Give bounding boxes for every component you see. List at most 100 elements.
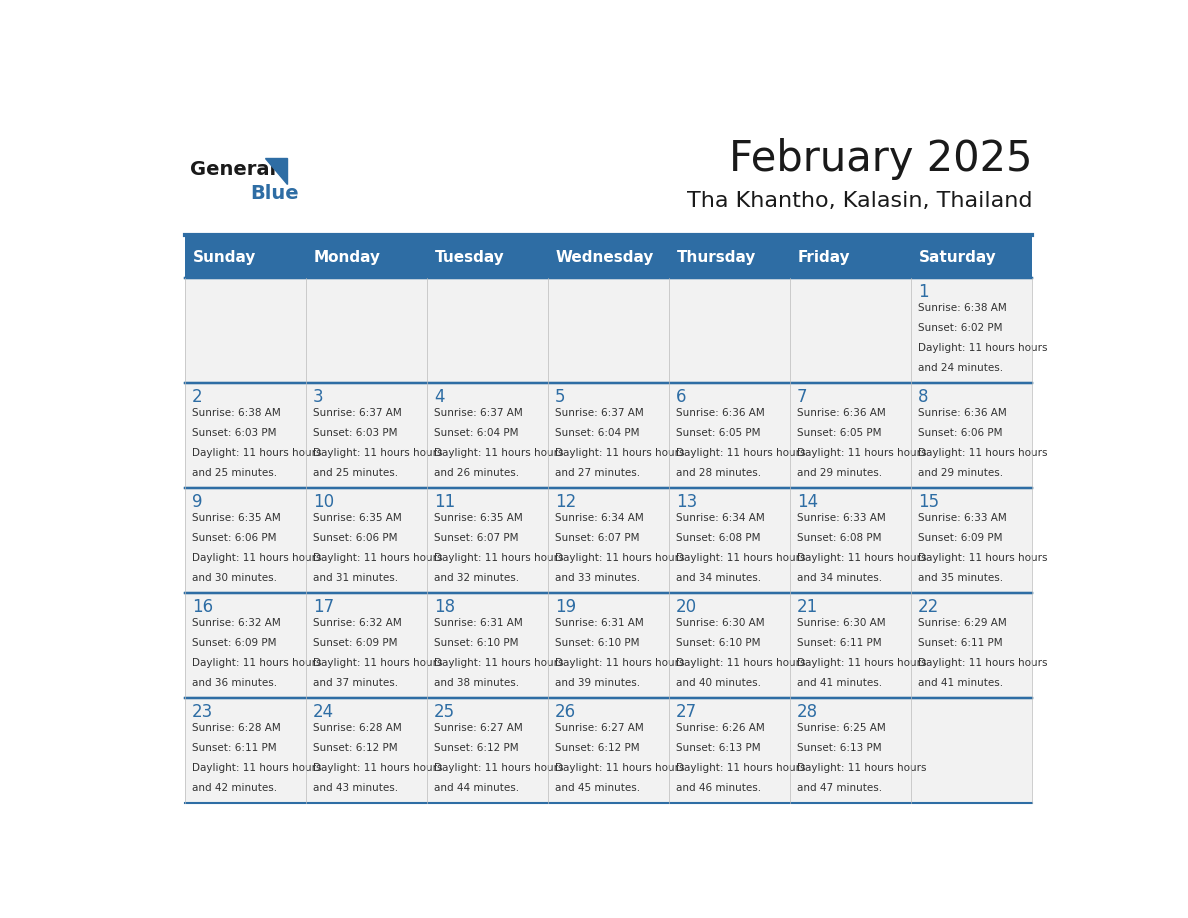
Text: and 46 minutes.: and 46 minutes. bbox=[676, 783, 762, 792]
Text: 4: 4 bbox=[434, 388, 444, 407]
Text: Sunset: 6:02 PM: Sunset: 6:02 PM bbox=[918, 323, 1003, 333]
Text: Monday: Monday bbox=[314, 251, 380, 265]
Text: and 41 minutes.: and 41 minutes. bbox=[797, 677, 881, 688]
Text: and 31 minutes.: and 31 minutes. bbox=[312, 573, 398, 583]
Text: Sunset: 6:13 PM: Sunset: 6:13 PM bbox=[797, 743, 881, 753]
Text: and 30 minutes.: and 30 minutes. bbox=[191, 573, 277, 583]
Bar bbox=[911, 278, 1032, 384]
Text: Sunset: 6:05 PM: Sunset: 6:05 PM bbox=[676, 428, 760, 438]
Text: Sunset: 6:08 PM: Sunset: 6:08 PM bbox=[797, 533, 881, 543]
Bar bbox=[911, 488, 1032, 593]
Text: Tha Khantho, Kalasin, Thailand: Tha Khantho, Kalasin, Thailand bbox=[687, 192, 1032, 211]
Text: Sunrise: 6:27 AM: Sunrise: 6:27 AM bbox=[434, 722, 523, 733]
Bar bbox=[549, 278, 669, 384]
Text: and 40 minutes.: and 40 minutes. bbox=[676, 677, 760, 688]
Bar bbox=[185, 488, 307, 593]
Text: 1: 1 bbox=[918, 284, 929, 301]
Text: Sunrise: 6:28 AM: Sunrise: 6:28 AM bbox=[312, 722, 402, 733]
Text: and 29 minutes.: and 29 minutes. bbox=[797, 468, 881, 478]
Text: Friday: Friday bbox=[797, 251, 851, 265]
Text: 14: 14 bbox=[797, 493, 817, 511]
Text: Sunrise: 6:26 AM: Sunrise: 6:26 AM bbox=[676, 722, 765, 733]
Text: Daylight: 11 hours hours: Daylight: 11 hours hours bbox=[191, 763, 321, 773]
Text: and 44 minutes.: and 44 minutes. bbox=[434, 783, 519, 792]
Text: Sunrise: 6:36 AM: Sunrise: 6:36 AM bbox=[676, 409, 765, 419]
Text: Wednesday: Wednesday bbox=[556, 251, 655, 265]
Bar bbox=[790, 698, 911, 803]
Text: Daylight: 11 hours hours: Daylight: 11 hours hours bbox=[312, 763, 442, 773]
Bar bbox=[669, 593, 790, 698]
Text: Sunset: 6:06 PM: Sunset: 6:06 PM bbox=[191, 533, 277, 543]
Text: Sunrise: 6:36 AM: Sunrise: 6:36 AM bbox=[918, 409, 1006, 419]
Text: Sunset: 6:11 PM: Sunset: 6:11 PM bbox=[797, 638, 881, 648]
Text: Sunset: 6:12 PM: Sunset: 6:12 PM bbox=[312, 743, 398, 753]
Text: Sunrise: 6:38 AM: Sunrise: 6:38 AM bbox=[918, 303, 1006, 313]
Text: Daylight: 11 hours hours: Daylight: 11 hours hours bbox=[918, 658, 1048, 667]
Text: Sunset: 6:12 PM: Sunset: 6:12 PM bbox=[555, 743, 639, 753]
Text: Daylight: 11 hours hours: Daylight: 11 hours hours bbox=[918, 553, 1048, 563]
Text: Daylight: 11 hours hours: Daylight: 11 hours hours bbox=[797, 763, 927, 773]
Text: Daylight: 11 hours hours: Daylight: 11 hours hours bbox=[918, 448, 1048, 458]
Text: 26: 26 bbox=[555, 703, 576, 721]
Text: 8: 8 bbox=[918, 388, 928, 407]
Text: Daylight: 11 hours hours: Daylight: 11 hours hours bbox=[918, 343, 1048, 353]
Bar bbox=[911, 384, 1032, 488]
Text: 28: 28 bbox=[797, 703, 817, 721]
Text: and 39 minutes.: and 39 minutes. bbox=[555, 677, 640, 688]
Text: Sunrise: 6:27 AM: Sunrise: 6:27 AM bbox=[555, 722, 644, 733]
Text: Sunrise: 6:29 AM: Sunrise: 6:29 AM bbox=[918, 618, 1006, 628]
Text: and 29 minutes.: and 29 minutes. bbox=[918, 468, 1003, 478]
Text: and 43 minutes.: and 43 minutes. bbox=[312, 783, 398, 792]
Text: 24: 24 bbox=[312, 703, 334, 721]
Text: and 42 minutes.: and 42 minutes. bbox=[191, 783, 277, 792]
Text: Daylight: 11 hours hours: Daylight: 11 hours hours bbox=[434, 763, 563, 773]
Text: and 32 minutes.: and 32 minutes. bbox=[434, 573, 519, 583]
Bar bbox=[669, 488, 790, 593]
Text: Daylight: 11 hours hours: Daylight: 11 hours hours bbox=[191, 553, 321, 563]
Text: and 24 minutes.: and 24 minutes. bbox=[918, 363, 1003, 373]
Text: Daylight: 11 hours hours: Daylight: 11 hours hours bbox=[797, 658, 927, 667]
Bar bbox=[669, 698, 790, 803]
Text: Daylight: 11 hours hours: Daylight: 11 hours hours bbox=[797, 553, 927, 563]
Bar bbox=[185, 593, 307, 698]
Text: 19: 19 bbox=[555, 598, 576, 616]
Text: Daylight: 11 hours hours: Daylight: 11 hours hours bbox=[676, 553, 805, 563]
Bar bbox=[790, 593, 911, 698]
Text: Thursday: Thursday bbox=[677, 251, 756, 265]
Text: Sunset: 6:11 PM: Sunset: 6:11 PM bbox=[918, 638, 1003, 648]
Text: Sunrise: 6:31 AM: Sunrise: 6:31 AM bbox=[555, 618, 644, 628]
Text: Daylight: 11 hours hours: Daylight: 11 hours hours bbox=[312, 448, 442, 458]
Text: Sunrise: 6:33 AM: Sunrise: 6:33 AM bbox=[797, 513, 885, 523]
Bar bbox=[428, 384, 549, 488]
Bar bbox=[549, 698, 669, 803]
Bar bbox=[185, 238, 1032, 278]
Text: 7: 7 bbox=[797, 388, 808, 407]
Text: 27: 27 bbox=[676, 703, 697, 721]
Text: Sunset: 6:04 PM: Sunset: 6:04 PM bbox=[434, 428, 518, 438]
Text: 25: 25 bbox=[434, 703, 455, 721]
Text: 17: 17 bbox=[312, 598, 334, 616]
Bar bbox=[428, 593, 549, 698]
Text: and 27 minutes.: and 27 minutes. bbox=[555, 468, 640, 478]
Text: Daylight: 11 hours hours: Daylight: 11 hours hours bbox=[434, 553, 563, 563]
Text: February 2025: February 2025 bbox=[729, 139, 1032, 181]
Text: Sunrise: 6:35 AM: Sunrise: 6:35 AM bbox=[434, 513, 523, 523]
Text: Daylight: 11 hours hours: Daylight: 11 hours hours bbox=[312, 658, 442, 667]
Text: and 37 minutes.: and 37 minutes. bbox=[312, 677, 398, 688]
Bar bbox=[790, 278, 911, 384]
Text: Sunrise: 6:30 AM: Sunrise: 6:30 AM bbox=[676, 618, 764, 628]
Text: Sunrise: 6:34 AM: Sunrise: 6:34 AM bbox=[555, 513, 644, 523]
Text: Sunset: 6:11 PM: Sunset: 6:11 PM bbox=[191, 743, 277, 753]
Text: and 28 minutes.: and 28 minutes. bbox=[676, 468, 762, 478]
Text: Sunrise: 6:37 AM: Sunrise: 6:37 AM bbox=[434, 409, 523, 419]
Bar bbox=[549, 593, 669, 698]
Text: Sunset: 6:08 PM: Sunset: 6:08 PM bbox=[676, 533, 760, 543]
Text: Sunset: 6:04 PM: Sunset: 6:04 PM bbox=[555, 428, 639, 438]
Text: and 33 minutes.: and 33 minutes. bbox=[555, 573, 640, 583]
Text: Daylight: 11 hours hours: Daylight: 11 hours hours bbox=[191, 658, 321, 667]
Bar bbox=[911, 593, 1032, 698]
Text: Daylight: 11 hours hours: Daylight: 11 hours hours bbox=[434, 658, 563, 667]
Text: 6: 6 bbox=[676, 388, 687, 407]
Text: Sunrise: 6:36 AM: Sunrise: 6:36 AM bbox=[797, 409, 885, 419]
Text: Sunrise: 6:35 AM: Sunrise: 6:35 AM bbox=[191, 513, 280, 523]
